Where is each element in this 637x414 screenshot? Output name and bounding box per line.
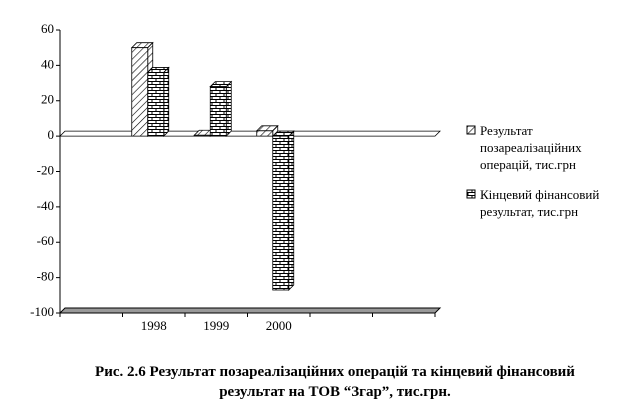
y-tick-label: 0 (48, 127, 55, 142)
chart-caption: Рис. 2.6 Результат позареалізаційних опе… (95, 364, 575, 400)
y-tick-label: -80 (37, 269, 54, 284)
y-tick-label: -60 (37, 233, 54, 248)
bar-side (225, 80, 232, 138)
floor (58, 307, 442, 314)
bar-group (271, 130, 295, 291)
bar (209, 86, 227, 137)
y-tick-label: -100 (30, 304, 54, 319)
bar-group (255, 124, 279, 138)
y-tick-label: -20 (37, 162, 54, 177)
y-tick-label: 20 (41, 92, 54, 107)
x-tick-label: 1999 (203, 318, 229, 333)
legend-label: Кінцевий фінансовий результат, тис.грн (480, 187, 600, 219)
legend-swatch (466, 189, 476, 199)
bar (131, 47, 149, 137)
y-tick-label: 60 (41, 21, 54, 36)
y-tick-label: 40 (41, 56, 54, 71)
legend-label: Результат позареалізаційних операцій, ти… (480, 123, 582, 172)
bar-group (209, 80, 233, 138)
zero-plane (59, 130, 441, 137)
bar (272, 135, 290, 291)
bar-group (130, 41, 154, 138)
bar-side (163, 66, 170, 138)
bar (147, 72, 165, 137)
bar-side (288, 130, 295, 291)
y-tick-label: -40 (37, 198, 54, 213)
x-tick-label: 2000 (266, 318, 292, 333)
bar (193, 134, 211, 137)
legend-swatch (466, 125, 476, 135)
bar (256, 130, 274, 137)
bar-group (146, 66, 170, 138)
x-tick-label: 1998 (141, 318, 167, 333)
